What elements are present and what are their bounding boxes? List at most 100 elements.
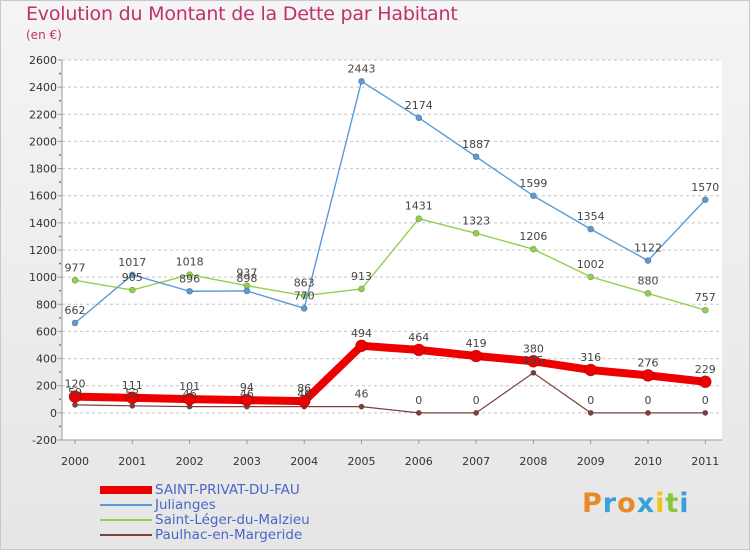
y-tick-label: 600	[36, 325, 57, 338]
data-point	[644, 257, 652, 264]
x-tick-label: 2001	[118, 455, 146, 468]
y-tick-label: 2600	[29, 54, 57, 67]
data-label: 380	[523, 342, 544, 355]
data-label: 316	[580, 351, 601, 364]
logo-letter: i	[679, 488, 690, 519]
data-label: 1599	[519, 177, 547, 190]
data-point	[530, 192, 537, 200]
data-point	[698, 375, 712, 389]
logo-letter: t	[665, 488, 680, 519]
y-tick-label: 1400	[29, 217, 57, 230]
data-label: 757	[695, 291, 716, 304]
data-label: 880	[638, 274, 659, 287]
data-point	[645, 409, 651, 416]
x-tick-label: 2006	[405, 455, 433, 468]
series-line	[74, 217, 706, 311]
logo-letter: i	[655, 488, 666, 519]
data-point	[412, 343, 426, 357]
series-line	[74, 80, 706, 324]
legend-label: SAINT-PRIVAT-DU-FAU	[155, 482, 300, 498]
chart-title: Evolution du Montant de la Dette par Hab…	[26, 3, 458, 25]
data-label: 1354	[577, 210, 605, 223]
data-label: 46	[240, 388, 254, 401]
series-line	[74, 372, 706, 414]
data-label: 59	[68, 386, 82, 399]
data-label: 863	[294, 277, 315, 290]
data-label: 977	[65, 261, 86, 274]
data-label: 770	[294, 289, 315, 302]
data-label: 937	[236, 267, 257, 280]
data-label: 52	[125, 387, 139, 400]
data-point	[584, 363, 598, 377]
data-point	[701, 196, 709, 204]
logo-letter: P	[582, 488, 603, 519]
data-point	[186, 287, 193, 295]
data-point	[473, 409, 479, 416]
series-saint-l-ger-du-malzieu	[71, 215, 709, 314]
legend-swatch	[100, 486, 152, 494]
data-point	[126, 391, 139, 405]
data-label: 1017	[118, 256, 146, 269]
data-label: 419	[466, 337, 487, 350]
data-label: 1431	[405, 200, 433, 213]
data-point	[186, 271, 193, 279]
data-label: 0	[702, 394, 709, 407]
proxiti-logo: Proxiti	[582, 488, 690, 519]
y-minor-tick	[59, 425, 61, 428]
y-tick-label: -200	[32, 434, 57, 447]
y-tick-label: 400	[36, 353, 57, 366]
data-point	[358, 285, 365, 293]
data-point	[358, 78, 365, 85]
y-tick-label: 2400	[29, 81, 57, 94]
x-tick-label: 2002	[176, 455, 204, 468]
y-tick-label: 1600	[29, 190, 57, 203]
data-point	[355, 339, 368, 353]
data-label: 1122	[634, 242, 662, 255]
y-tick-label: 1200	[29, 244, 57, 257]
data-label: 46	[183, 388, 197, 401]
data-label: 1018	[176, 256, 204, 269]
y-tick-label: 1800	[29, 163, 57, 176]
y-minor-tick	[59, 398, 61, 401]
data-point	[243, 287, 251, 295]
data-point	[300, 305, 308, 312]
data-label: 276	[638, 356, 659, 369]
data-point	[415, 215, 423, 222]
x-tick-label: 2011	[691, 455, 719, 468]
data-label: 896	[179, 272, 200, 285]
x-tick-label: 2000	[61, 455, 89, 468]
logo-letter: x	[636, 488, 656, 519]
y-tick-label: 200	[36, 380, 57, 393]
data-label: 1323	[462, 214, 490, 227]
data-label: 94	[240, 381, 254, 394]
data-point	[71, 276, 79, 284]
data-label: 1206	[519, 230, 547, 243]
data-label: 0	[415, 394, 422, 407]
legend-swatch	[100, 504, 152, 506]
series-julianges	[71, 78, 709, 327]
data-label: 0	[473, 394, 480, 407]
data-point	[472, 230, 480, 237]
data-point	[472, 153, 480, 161]
y-minor-tick	[59, 208, 61, 211]
data-point	[71, 319, 79, 327]
y-minor-tick	[59, 289, 61, 292]
series-saint-privat-du-fau	[68, 339, 712, 408]
data-point	[587, 273, 595, 281]
x-tick-label: 2004	[290, 455, 318, 468]
data-label: 1570	[691, 181, 719, 194]
chart-unit-label: (en €)	[26, 28, 62, 42]
y-minor-tick	[59, 235, 61, 238]
y-minor-tick	[59, 154, 61, 156]
legend-swatch	[100, 519, 152, 521]
data-point	[644, 290, 652, 297]
data-label: 46	[355, 388, 369, 401]
y-tick-label: 2000	[29, 135, 57, 148]
x-tick-label: 2007	[462, 455, 490, 468]
data-point	[68, 390, 82, 403]
logo-letter: r	[602, 488, 618, 519]
data-point	[701, 306, 709, 314]
data-point	[469, 349, 483, 363]
x-tick-label: 2009	[577, 455, 605, 468]
data-label: 2443	[348, 62, 376, 75]
